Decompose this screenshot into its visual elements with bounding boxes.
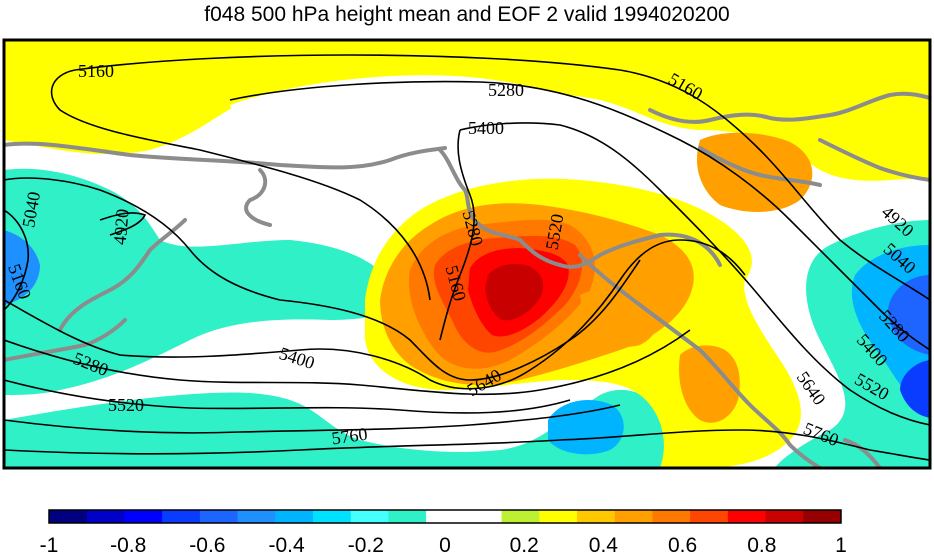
anomaly-negative-moderate-west <box>4 230 40 305</box>
colorbar-swatch <box>501 510 540 523</box>
colorbar-swatch <box>350 510 389 523</box>
colorbar-swatch <box>463 510 503 523</box>
colorbar-tick-label: -1 <box>39 534 59 557</box>
colorbar-swatch <box>765 510 804 523</box>
colorbar-swatch <box>803 510 842 523</box>
colorbar-tick-label: -0.2 <box>347 534 384 557</box>
colorbar-swatch <box>690 510 729 523</box>
colorbar-swatch <box>388 510 427 523</box>
colorbar-swatch <box>577 510 616 523</box>
colorbar-swatch <box>49 510 88 523</box>
contour-label: 5400 <box>468 118 504 138</box>
colorbar-tick-label: -0.6 <box>189 534 226 557</box>
colorbar-tick-label: 0 <box>439 534 451 557</box>
anomaly-negative-moderate-south <box>548 400 624 455</box>
colorbar-swatch <box>727 510 767 523</box>
colorbar-tick-label: -0.8 <box>110 534 147 557</box>
colorbar-tick-label: -0.4 <box>268 534 305 557</box>
map-field: 5160 5280 5160 5400 5040 4920 5280 5160 … <box>4 40 930 468</box>
colorbar-swatch <box>237 510 276 523</box>
colorbar-swatch <box>652 510 691 523</box>
colorbar-tick-label: 0.4 <box>588 534 618 557</box>
colorbar-tick-label: 1 <box>835 534 847 557</box>
colorbar-swatch <box>199 510 239 523</box>
colorbar-tick-label: 0.2 <box>509 534 539 557</box>
colorbar-swatch <box>124 510 163 523</box>
map-frame <box>2 38 932 470</box>
colorbar-swatch <box>275 510 314 523</box>
contour-label: 5760 <box>330 424 368 449</box>
colorbar-swatch <box>86 510 125 523</box>
colorbar-swatch <box>614 510 653 523</box>
contour-label: 5160 <box>78 61 114 81</box>
contour-label: 5520 <box>108 395 144 415</box>
colorbar-tick-label: 0.8 <box>747 534 777 557</box>
anomaly-negative-weak-south <box>4 389 720 468</box>
contour-label: 5280 <box>488 80 524 100</box>
coastlines <box>4 91 930 468</box>
height-contours <box>4 54 930 461</box>
colorbar-swatch <box>162 510 201 523</box>
colorbar-swatch <box>313 510 352 523</box>
colorbar-swatch <box>426 510 465 523</box>
contour-label: 4920 <box>110 208 133 246</box>
colorbar-swatch <box>539 510 578 523</box>
colorbar-tick-label: 0.6 <box>667 534 698 557</box>
anomaly-positive-weak-north <box>4 40 930 181</box>
map-title: f048 500 hPa height mean and EOF 2 valid… <box>204 3 730 26</box>
